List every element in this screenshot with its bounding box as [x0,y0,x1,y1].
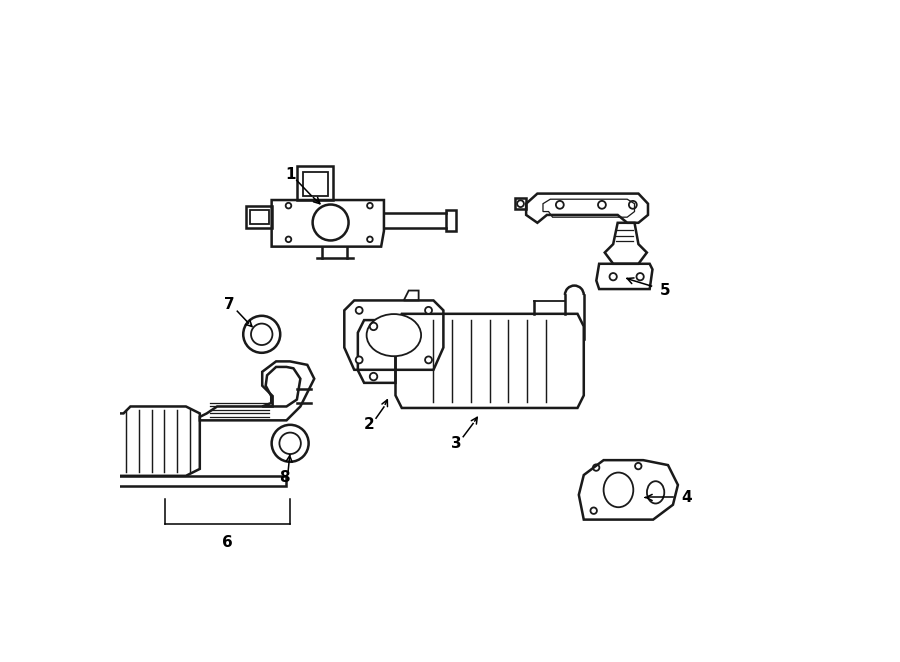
Circle shape [251,324,273,345]
Text: 4: 4 [681,490,692,505]
Circle shape [356,307,363,314]
Circle shape [285,236,292,242]
Ellipse shape [604,473,634,507]
Text: 2: 2 [364,417,374,432]
Text: 8: 8 [280,470,290,485]
Circle shape [425,307,432,314]
Circle shape [367,236,373,242]
Text: 3: 3 [451,436,462,451]
Circle shape [285,203,292,209]
Circle shape [243,316,280,353]
Text: 7: 7 [224,297,235,312]
Ellipse shape [647,481,664,504]
Ellipse shape [366,314,421,356]
Text: 5: 5 [660,283,670,297]
Circle shape [272,425,309,462]
Circle shape [367,203,373,209]
Circle shape [425,356,432,363]
Circle shape [356,356,363,363]
Text: 1: 1 [285,167,295,182]
Circle shape [312,205,348,240]
Text: 6: 6 [222,535,233,550]
Circle shape [279,432,301,454]
